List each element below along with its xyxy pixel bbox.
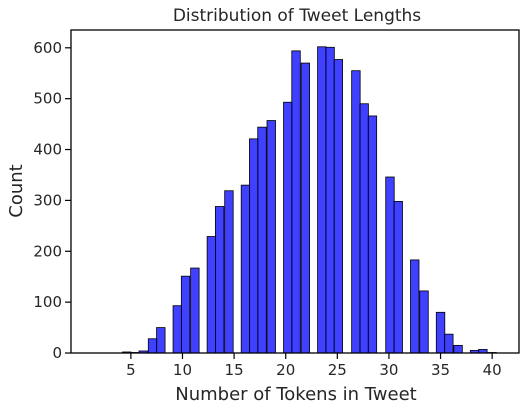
histogram-bar-34 — [410, 259, 420, 354]
histogram-bar-27 — [351, 70, 361, 354]
histogram-bar-29 — [367, 115, 378, 354]
histogram-bar-7 — [180, 275, 191, 354]
histogram-bar-10 — [206, 236, 217, 354]
x-tick-label: 20 — [276, 361, 295, 379]
y-ticks-group: 0 100 200 300 400 500 600 — [33, 39, 71, 362]
histogram-bar-23 — [317, 46, 327, 354]
histogram-bar-12 — [224, 190, 234, 354]
histogram-bar-11 — [214, 206, 225, 354]
histogram-bar-25 — [333, 59, 344, 354]
histogram-bar-3 — [147, 338, 158, 354]
x-axis-label: Number of Tokens in Tweet — [175, 384, 417, 405]
y-tick-label: 500 — [33, 90, 62, 108]
histogram-bar-28 — [359, 103, 369, 354]
histogram-bar-24 — [325, 46, 335, 354]
histogram-bar-6 — [172, 305, 182, 354]
plot-frame — [70, 29, 520, 354]
histogram-bar-19 — [283, 101, 293, 354]
x-tick-label: 5 — [126, 361, 136, 379]
histogram-bar-8 — [190, 267, 200, 354]
y-tick-label: 0 — [52, 344, 62, 362]
y-tick-label: 400 — [33, 141, 62, 159]
x-tick-label: 10 — [173, 361, 192, 379]
x-tick-label: 30 — [379, 361, 398, 379]
x-tick-label: 40 — [483, 361, 502, 379]
x-tick-label: 35 — [431, 361, 450, 379]
histogram-bar-20 — [291, 50, 301, 354]
chart-title: Distribution of Tweet Lengths — [173, 6, 421, 26]
x-tick-label: 25 — [328, 361, 347, 379]
histogram-bar-37 — [435, 311, 446, 354]
y-tick-label: 200 — [33, 242, 62, 260]
histogram-bar-15 — [249, 138, 259, 354]
histogram-bar-17 — [266, 120, 276, 354]
histogram-bar-14 — [240, 184, 251, 354]
bars-group — [122, 46, 497, 354]
histogram-bar-38 — [444, 333, 454, 354]
histogram-bar-21 — [300, 62, 310, 354]
histogram-bar-31 — [385, 176, 395, 354]
y-tick-label: 600 — [33, 39, 62, 57]
y-tick-label: 300 — [33, 191, 62, 209]
histogram-bar-35 — [419, 290, 429, 354]
histogram-bar-4 — [156, 327, 166, 354]
histogram-bar-39 — [453, 344, 463, 354]
x-ticks-group: 5 10 15 20 25 30 35 40 — [126, 353, 502, 379]
x-tick-label: 15 — [225, 361, 244, 379]
y-tick-label: 100 — [33, 293, 62, 311]
histogram-bar-32 — [393, 201, 403, 354]
histogram-bar-16 — [257, 126, 267, 354]
y-axis-label: Count — [6, 164, 27, 217]
